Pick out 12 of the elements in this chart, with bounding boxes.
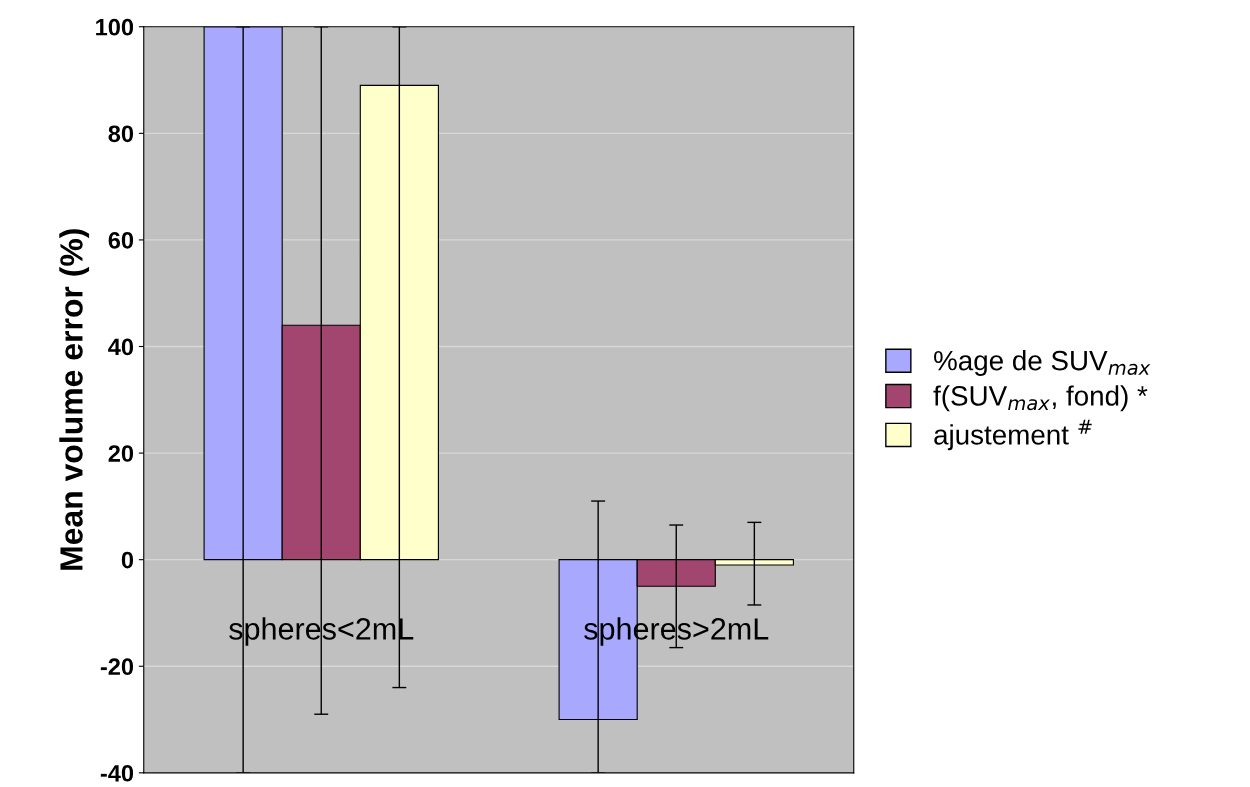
y-tick-label: 0 [121,551,134,569]
y-tick-label: 60 [108,231,134,249]
y-tick-label: 80 [108,125,134,143]
y-tick-label: -40 [100,764,134,782]
legend-label: ajustement $^{#}$ [934,419,1092,451]
y-axis-title: Mean volume error (%) [59,229,90,570]
legend-label: f(SUV$_{max}$, fond) * [933,385,1148,412]
y-tick-label: -20 [100,658,134,676]
y-tick-label: 20 [108,445,134,462]
y-tick-label: 40 [108,338,134,356]
legend-label: %age de SUV$_{max}$ [934,350,1151,376]
y-tick-label: 100 [96,18,134,36]
